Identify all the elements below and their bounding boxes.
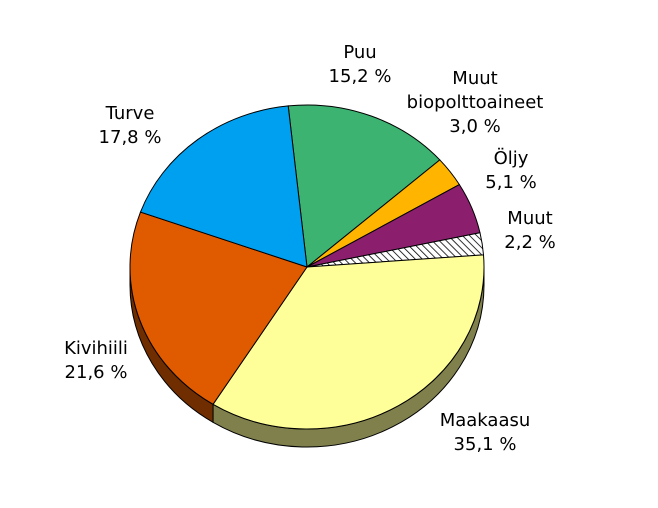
slice-label-turve: Turve 17,8 % bbox=[99, 103, 162, 148]
slice-maakaasu bbox=[212, 254, 485, 430]
slice-label-puu: Puu 15,2 % bbox=[329, 42, 392, 87]
slice-kivihiili bbox=[129, 211, 308, 405]
slice-label-oljy: Öljy 5,1 % bbox=[485, 147, 536, 193]
slice-label-maakaasu: Maakaasu 35,1 % bbox=[440, 410, 531, 455]
slice-labels: Puu 15,2 % Muut biopolttoaineet 3,0 % Öljy 5,1… bbox=[64, 42, 556, 455]
slice-turve bbox=[139, 105, 308, 268]
slice-label-muut-other: Muut 2,2 % bbox=[504, 208, 555, 253]
slice-label-muut-biopolttoaineet: Muut biopolttoaineet 3,0 % bbox=[407, 68, 544, 137]
slice-label-kivihiili: Kivihiili 21,6 % bbox=[64, 338, 128, 383]
slice-puu bbox=[287, 104, 441, 268]
pie-slices bbox=[129, 104, 485, 430]
